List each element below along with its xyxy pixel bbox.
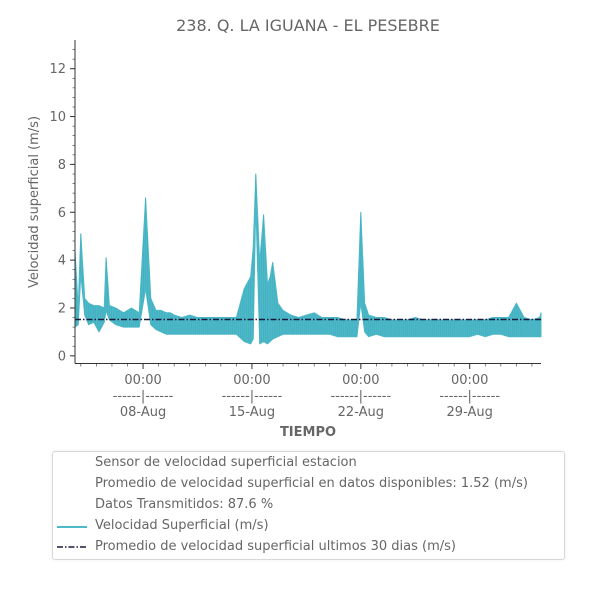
x-tick-label: 29-Aug [447, 405, 493, 420]
x-tick-label: ------|------ [222, 389, 283, 404]
y-tick-label: 12 [49, 62, 66, 77]
axes: 02468101200:00------|------08-Aug00:00--… [49, 40, 541, 420]
x-tick-label: 00:00 [124, 373, 161, 388]
x-tick-label: ------|------ [330, 389, 391, 404]
y-tick-label: 2 [58, 301, 66, 316]
series-velocity-band [74, 173, 542, 345]
legend-entry-transmitted: Datos Transmitidos: 87.6 % [53, 495, 564, 515]
legend-entry-average-30d: Promedio de velocidad superficial ultimo… [53, 537, 564, 557]
legend-entry-velocity: Velocidad Superficial (m/s) [53, 516, 564, 536]
x-tick-label: ------|------ [113, 389, 174, 404]
legend-label-transmitted: Datos Transmitidos: 87.6 % [95, 497, 274, 512]
x-tick-label: ------|------ [439, 389, 500, 404]
x-tick-label: 22-Aug [338, 405, 384, 420]
y-tick-label: 4 [58, 254, 66, 269]
x-tick-label: 00:00 [233, 373, 270, 388]
legend-label-sensor: Sensor de velocidad superficial estacion [95, 455, 357, 470]
chart-svg: 238. Q. LA IGUANA - EL PESEBRE Velocidad… [27, 16, 542, 440]
series-velocity-oscillation [74, 174, 541, 344]
y-tick-label: 0 [58, 349, 66, 364]
x-tick-label: 00:00 [342, 373, 379, 388]
legend-entry-sensor: Sensor de velocidad superficial estacion [53, 453, 564, 473]
legend-label-velocity: Velocidad Superficial (m/s) [95, 518, 269, 533]
y-axis-label: Velocidad superficial (m/s) [27, 116, 42, 288]
chart-title: 238. Q. LA IGUANA - EL PESEBRE [176, 16, 440, 35]
x-tick-label: 00:00 [451, 373, 488, 388]
y-tick-label: 6 [58, 206, 66, 221]
x-tick-label: 08-Aug [120, 405, 166, 420]
legend-label-average-30d: Promedio de velocidad superficial ultimo… [95, 539, 456, 554]
legend-label-average-available: Promedio de velocidad superficial en dat… [95, 476, 528, 491]
x-axis-label: TIEMPO [280, 425, 336, 440]
y-tick-label: 8 [58, 158, 66, 173]
plot-area [74, 173, 542, 345]
legend-swatch-velocity [57, 526, 87, 528]
legend-swatch-average-30d [57, 546, 87, 548]
legend-entry-average-available: Promedio de velocidad superficial en dat… [53, 474, 564, 494]
legend: Sensor de velocidad superficial estacion… [52, 451, 565, 560]
x-tick-label: 15-Aug [229, 405, 275, 420]
y-tick-label: 10 [49, 110, 66, 125]
